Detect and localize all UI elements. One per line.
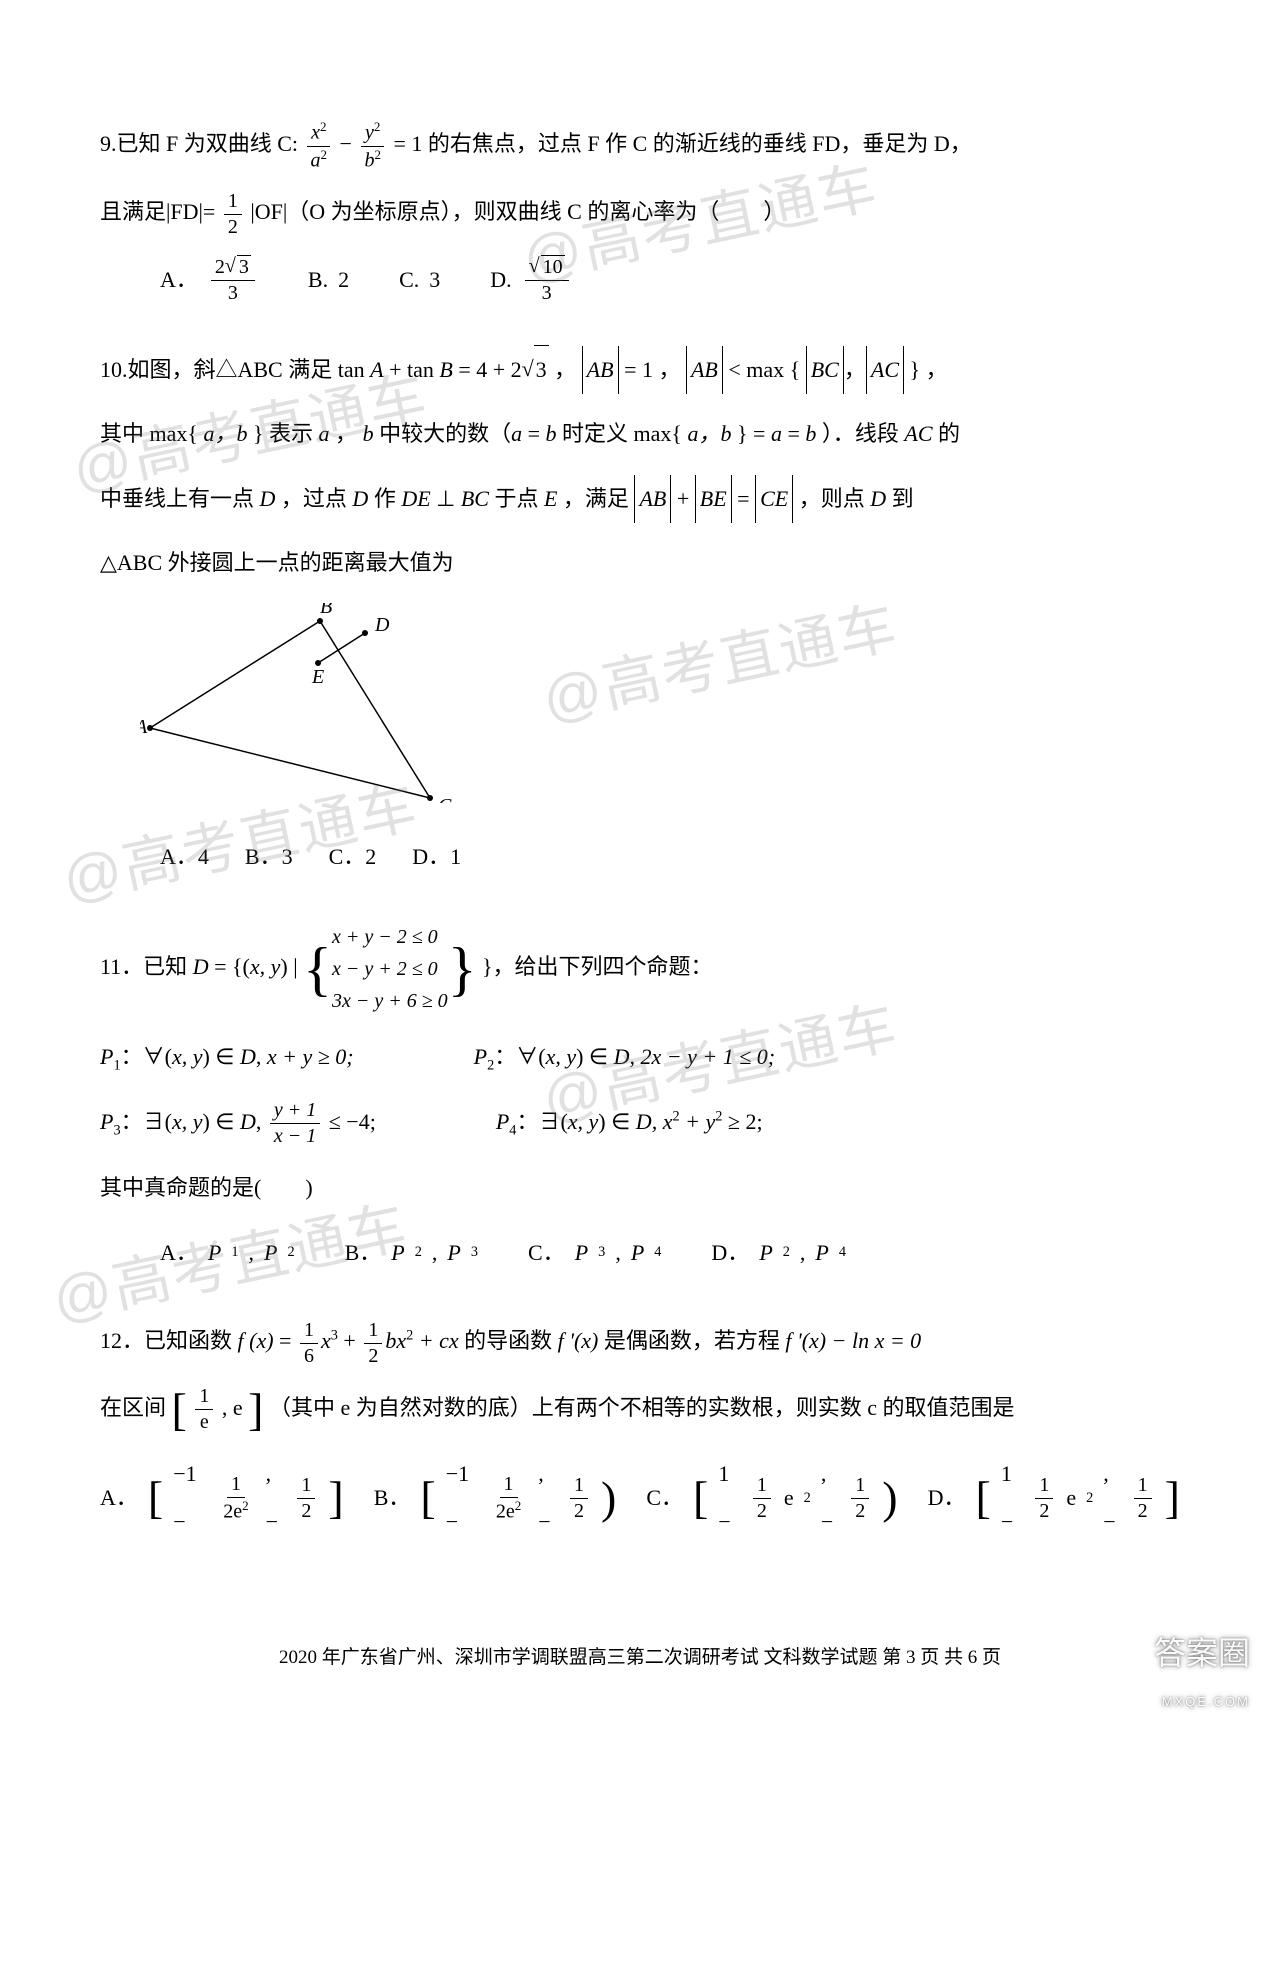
q9-option-b: B. 2 [308,256,349,304]
q10-option-d: D．1 [412,833,461,881]
q10-diagram: A B C D E [140,603,1180,820]
constraint-system: { x + y − 2 ≤ 0 x − y + 2 ≤ 0 3x − y + 6… [303,921,476,1017]
q11-option-d: D．P2, P4 [711,1229,846,1277]
q11-options: A．P1, P2 B．P2, P3 C．P3, P4 D．P2, P4 [160,1229,1180,1277]
q9-option-a: A． 23 3 [160,255,258,305]
question-11: 11．已知 D = {(x, y) | { x + y − 2 ≤ 0 x − … [100,921,1180,1277]
q11-ask: 其中真命题的是( ) [100,1164,1180,1212]
p4: P4：∃(x, y) ∈ D, x2 + y2 ≥ 2; [496,1098,763,1148]
q12-option-b: B． [ −1 − 12e2 , −12 ) [374,1450,617,1547]
page-footer: 2020 年广东省广州、深圳市学调联盟高三第二次调研考试 文科数学试题 第 3 … [100,1637,1180,1679]
q9-frac-left: x2 a2 [307,120,332,172]
q10-option-b: B．3 [245,833,293,881]
p3: P3：∃(x, y) ∈ D, y + 1x − 1 ≤ −4; [100,1098,376,1148]
q12-option-a: A． [ −1 − 12e2 , −12 ] [100,1450,344,1547]
q10-option-c: C．2 [329,833,377,881]
q12-option-c: C． [ 1 − 12e2 , −12 ) [646,1450,897,1547]
q11-option-a: A．P1, P2 [160,1229,295,1277]
svg-text:E: E [311,666,324,688]
q10-line4: △ABC 外接圆上一点的距离最大值为 [100,539,1180,587]
q11-option-c: C．P3, P4 [528,1229,661,1277]
question-12: 12．已知函数 f (x) = 16x3 + 12bx2 + cx 的导函数 f… [100,1317,1180,1547]
q9-prefix: 9.已知 F 为双曲线 C: [100,131,304,156]
half-frac: 1 2 [224,190,242,239]
q9-options: A． 23 3 B. 2 C. 3 D. 10 3 [160,255,1180,305]
q12-options: A． [ −1 − 12e2 , −12 ] B． [ −1 − 12e2 , … [100,1450,1180,1547]
svg-text:C: C [438,795,452,803]
q10-option-a: A．4 [160,833,209,881]
brand-watermark: 答案圈 MXQE.COM [1154,1618,1250,1717]
svg-text:D: D [374,614,390,636]
q12-option-d: D． [ 1 − 12e2 , −12 ] [928,1450,1180,1547]
triangle-diagram: A B C D E [140,603,460,803]
question-10: 10.如图，斜△ABC 满足 tan A + tan B = 4 + 23 ， … [100,345,1180,881]
q9-option-d: D. 10 3 [490,255,571,305]
p1: P1：∀(x, y) ∈ D, x + y ≥ 0; [100,1033,354,1082]
svg-text:A: A [140,716,148,738]
q10-options: A．4 B．3 C．2 D．1 [160,833,1180,881]
q9-option-c: C. 3 [399,256,440,304]
question-9: 9.已知 F 为双曲线 C: x2 a2 − y2 b2 = 1 的右焦点，过点… [100,120,1180,305]
svg-text:B: B [320,603,332,618]
q9-frac-right: y2 b2 [360,120,385,172]
q11-option-b: B．P2, P3 [345,1229,478,1277]
p2: P2：∀(x, y) ∈ D, 2x − y + 1 ≤ 0; [474,1033,775,1082]
